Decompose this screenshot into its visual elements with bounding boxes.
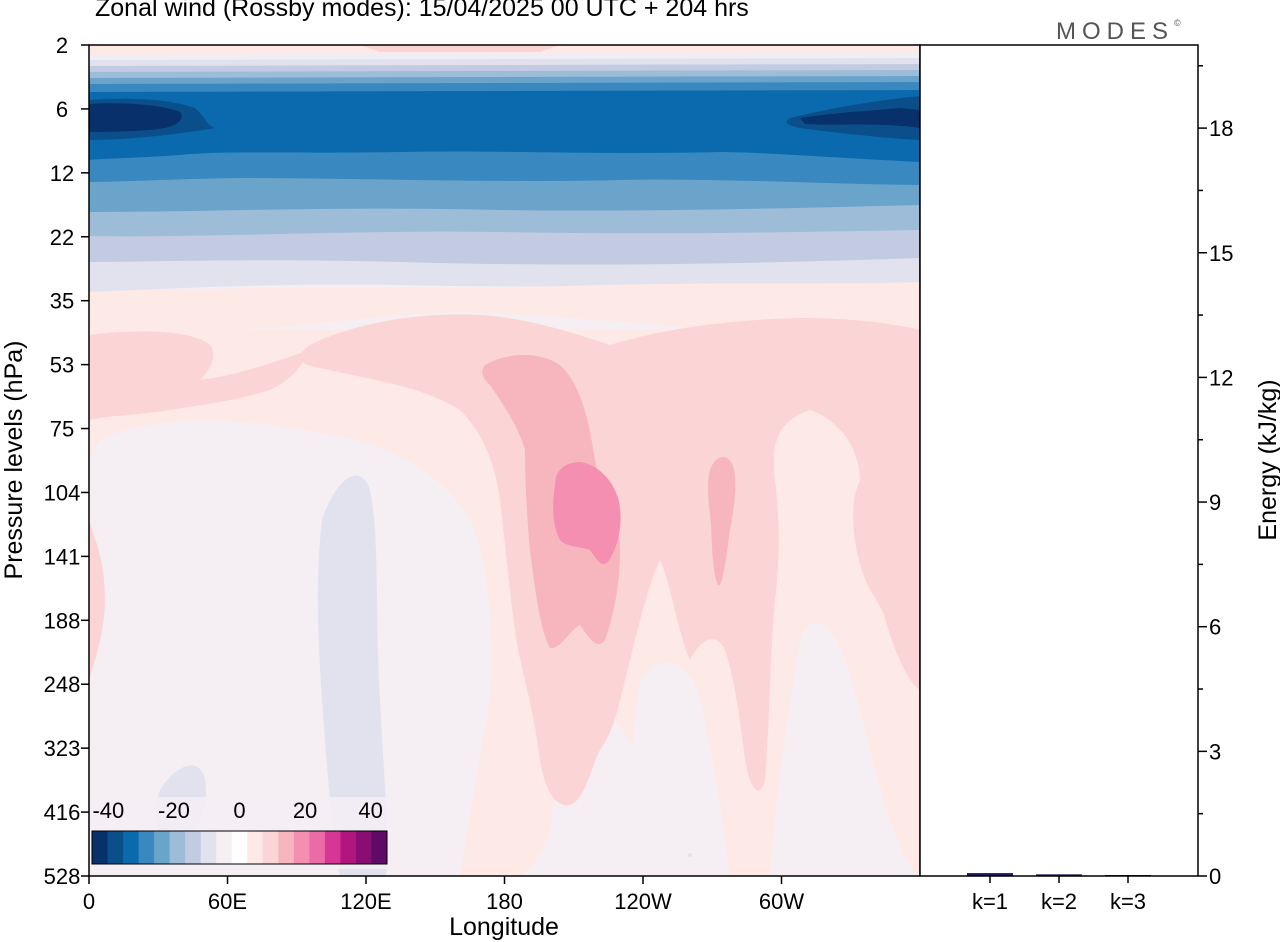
energy-bar xyxy=(967,873,1013,876)
x-tick-label: 60E xyxy=(208,889,247,914)
colorbar-cell xyxy=(278,831,295,864)
x-tick-label: 120W xyxy=(614,889,672,914)
westerly-15-small xyxy=(708,456,736,586)
y-tick-label: 22 xyxy=(50,225,74,250)
westerly-10-coast xyxy=(89,520,105,680)
y-axis-title: Pressure levels (hPa) xyxy=(0,341,28,580)
x-tick-label: 0 xyxy=(83,889,95,914)
small-dot xyxy=(688,853,692,857)
x-tick-label: 180 xyxy=(486,889,523,914)
colorbar-cell xyxy=(309,831,326,864)
weak-easterly-6 xyxy=(630,662,730,876)
colorbar-cell xyxy=(324,831,341,864)
y-tick-label: 528 xyxy=(44,864,81,889)
y-tick-label: 12 xyxy=(50,161,74,186)
colorbar-cell xyxy=(262,831,279,864)
y-tick-label: 104 xyxy=(44,480,81,505)
westerly-20 xyxy=(553,462,621,565)
y-tick-label: 2 xyxy=(56,33,68,58)
colorbar-cell xyxy=(231,831,248,864)
westerly-10-west xyxy=(89,331,310,420)
energy-tick-label: 15 xyxy=(1209,241,1233,266)
colorbar-cell xyxy=(185,831,202,864)
energy-tick-label: 0 xyxy=(1209,864,1221,889)
colorbar-cell xyxy=(92,831,108,864)
energy-tick-label: 12 xyxy=(1209,365,1233,390)
colorbar-cell xyxy=(216,831,233,864)
x-axis-title: Longitude xyxy=(449,913,559,941)
colorbar-cell xyxy=(355,831,372,864)
logo-mark: © xyxy=(1174,18,1181,28)
westerly-15 xyxy=(482,354,620,649)
colorbar-cell xyxy=(293,831,310,864)
y-tick-label: 188 xyxy=(44,608,81,633)
colorbar-tick-label: 0 xyxy=(233,798,245,823)
logo-text: MODES xyxy=(1056,18,1175,45)
colorbar-cell xyxy=(340,831,357,864)
y-tick-label: 35 xyxy=(50,289,74,314)
y-tick-label: 323 xyxy=(44,736,81,761)
jet-max-east-core xyxy=(800,108,920,128)
energy-panel-background xyxy=(920,45,1198,876)
colorbar-tick-label: 20 xyxy=(293,798,317,823)
colorbar-cell xyxy=(200,831,217,864)
energy-x-tick-label: k=2 xyxy=(1041,889,1077,914)
jet-core xyxy=(89,90,920,162)
y-tick-label: 53 xyxy=(50,353,74,378)
weak-easterly-7 xyxy=(770,622,920,876)
energy-tick-label: 6 xyxy=(1209,615,1221,640)
energy-x-tick-label: k=3 xyxy=(1110,889,1146,914)
energy-tick-label: 3 xyxy=(1209,739,1221,764)
wind-contour-panel xyxy=(89,45,920,876)
energy-tick-label: 18 xyxy=(1209,116,1233,141)
y-tick-label: 75 xyxy=(50,417,74,442)
energy-bar xyxy=(1036,874,1082,876)
colorbar-frame xyxy=(91,830,388,865)
colorbar-cell xyxy=(138,831,155,864)
energy-tick-label: 9 xyxy=(1209,490,1221,515)
y-tick-label: 141 xyxy=(44,544,81,569)
y-tick-label: 6 xyxy=(56,97,68,122)
colorbar-cell xyxy=(107,831,124,864)
jet-max-west-core xyxy=(89,103,182,132)
weak-easterly-1 xyxy=(89,420,492,876)
weak-easterly-2 xyxy=(317,475,388,876)
y-tick-label: 416 xyxy=(44,800,81,825)
colorbar-cell xyxy=(247,831,264,864)
y-tick-label: 248 xyxy=(44,672,81,697)
x-tick-label: 60W xyxy=(759,889,804,914)
colorbar-tick-label: 40 xyxy=(358,798,382,823)
colorbar-cell xyxy=(371,831,388,864)
colorbar-cell xyxy=(169,831,186,864)
colorbar: -40 -20 0 20 40 xyxy=(89,797,391,869)
band-top-2 xyxy=(360,45,560,52)
chart-title: Zonal wind (Rossby modes): 15/04/2025 00… xyxy=(95,0,749,22)
energy-axes: 0 3 6 9 12 15 18 k=1 k=2 k=3 xyxy=(972,65,1233,914)
colorbar-cell xyxy=(123,831,139,864)
colorbar-cell xyxy=(154,831,171,864)
energy-x-tick-label: k=1 xyxy=(972,889,1008,914)
modes-logo: MODES© xyxy=(1056,18,1181,46)
energy-axis-title: Energy (kJ/kg) xyxy=(1254,379,1280,540)
colorbar-tick-label: -40 xyxy=(92,798,124,823)
x-tick-label: 120E xyxy=(340,889,391,914)
westerly-10-east xyxy=(853,458,920,690)
colorbar-tick-label: -20 xyxy=(158,798,190,823)
